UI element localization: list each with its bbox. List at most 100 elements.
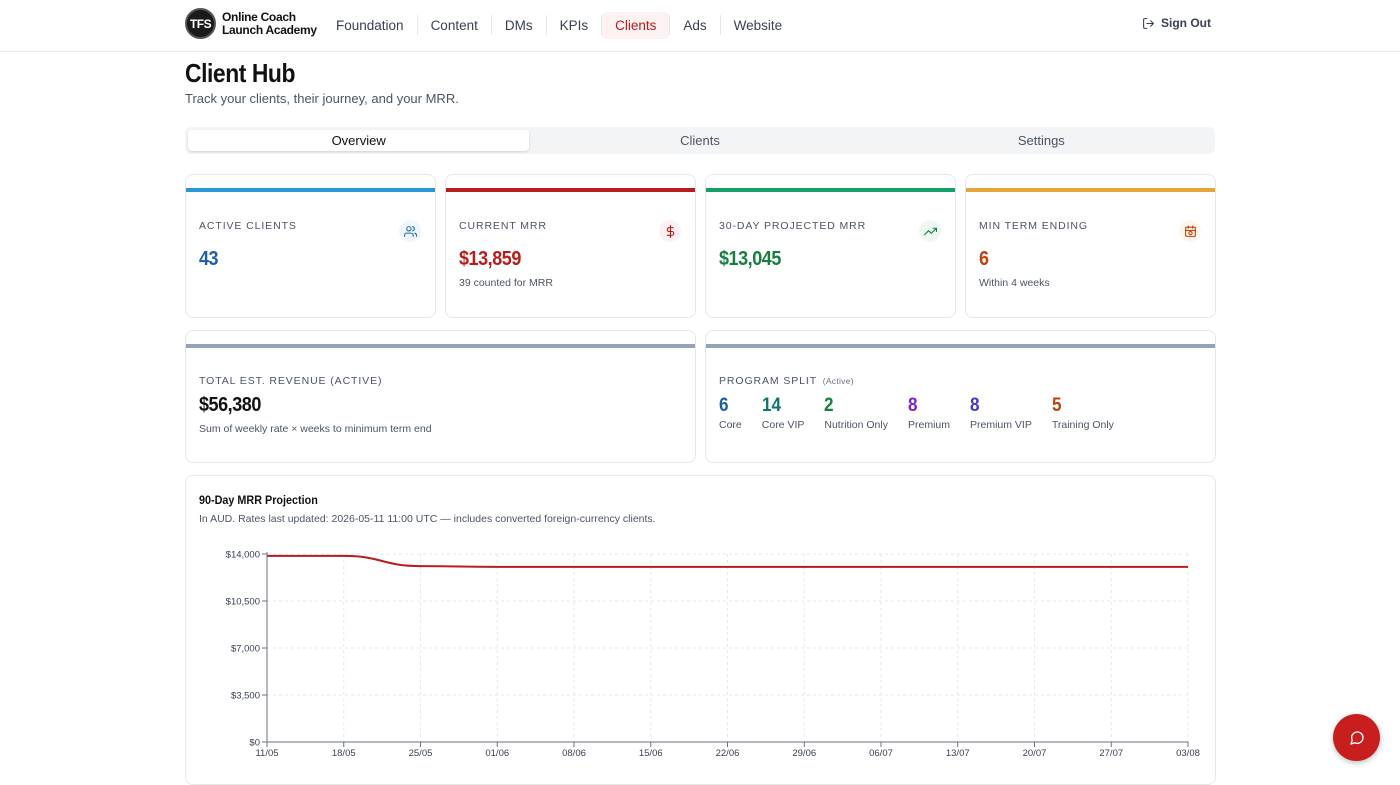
x-tick-label: 18/05	[332, 748, 356, 759]
page-title: Client Hub	[185, 58, 295, 88]
nav-website[interactable]: Website	[733, 17, 783, 33]
projected-mrr-card: 30-DAY PROJECTED MRR $13,045	[705, 174, 956, 318]
program-name: Core VIP	[761, 419, 805, 431]
y-tick-label: $3,500	[231, 691, 260, 702]
min-term-card: MIN TERM ENDING 6 Within 4 weeks	[965, 174, 1216, 318]
nav-content[interactable]: Content	[430, 17, 478, 33]
tab-settings[interactable]: Settings	[1017, 133, 1065, 148]
sign-out-label: Sign Out	[1161, 16, 1211, 30]
nav-ads[interactable]: Ads	[683, 17, 707, 33]
x-tick-label: 08/06	[562, 748, 586, 759]
program-split-list: 6 Core 14 Core VIP 2 Nutrition Only 8 Premium 8 P…	[719, 395, 1134, 431]
total-revenue-value: $56,380	[199, 394, 261, 416]
program-split-tag: (Active)	[822, 376, 854, 386]
top-navbar: TFS Online Coach Launch Academy Foundati…	[0, 0, 1400, 52]
tab-overview[interactable]: Overview	[188, 130, 530, 151]
y-tick-label: $7,000	[231, 644, 260, 655]
x-tick-label: 29/06	[792, 748, 816, 759]
current-mrr-value: $13,859	[459, 248, 521, 270]
mrr-series-line	[266, 554, 1188, 568]
program-count: 8	[907, 395, 918, 416]
card-accent-bar	[706, 344, 1215, 348]
brand-line-1: Online Coach	[222, 9, 296, 24]
active-clients-value: 43	[199, 248, 219, 270]
x-tick-label: 01/06	[485, 748, 509, 759]
chat-icon	[1349, 730, 1364, 745]
program-name: Nutrition Only	[824, 419, 888, 431]
x-tick-label: 22/06	[716, 748, 740, 759]
nav-dms[interactable]: DMs	[504, 17, 533, 33]
card-label: CURRENT MRR	[459, 220, 547, 232]
card-label: 30-DAY PROJECTED MRR	[719, 220, 867, 232]
y-tick-label: $14,000	[226, 550, 260, 561]
x-tick-label: 11/05	[255, 748, 278, 759]
tab-bar: Overview Clients Settings	[185, 127, 1215, 154]
program-count: 8	[970, 395, 980, 416]
nav-foundation[interactable]: Foundation	[336, 17, 404, 33]
min-term-note: Within 4 weeks	[979, 277, 1050, 289]
x-tick-label: 20/07	[1023, 748, 1047, 759]
total-revenue-note: Sum of weekly rate × weeks to minimum te…	[199, 423, 432, 435]
card-accent-bar	[186, 188, 435, 192]
page-subtitle: Track your clients, their journey, and y…	[185, 91, 459, 106]
current-mrr-note: 39 counted for MRR	[459, 277, 553, 289]
nav-divider	[669, 15, 671, 35]
trending-up-icon	[919, 220, 941, 242]
card-label: MIN TERM ENDING	[979, 220, 1088, 232]
nav-divider	[545, 15, 547, 35]
program-split-item: 14 Core VIP	[762, 395, 805, 431]
program-split-heading: PROGRAM SPLIT (Active)	[719, 375, 854, 387]
card-accent-bar	[706, 188, 955, 192]
current-mrr-card: CURRENT MRR $13,859 39 counted for MRR	[445, 174, 696, 318]
brand-line-2: Launch Academy	[222, 22, 317, 37]
program-name: Premium	[907, 419, 950, 431]
nav-divider	[601, 15, 603, 35]
dollar-icon	[659, 220, 681, 242]
x-tick-label: 27/07	[1099, 748, 1123, 759]
x-tick-label: 06/07	[869, 748, 893, 759]
program-split-item: 8 Premium	[908, 395, 950, 431]
program-name: Premium VIP	[970, 419, 1032, 431]
brand-logo[interactable]: TFS Online Coach Launch Academy	[185, 8, 317, 39]
mrr-line-chart: $14,000 $10,500 $7,000 $3,500 $011/05 18/05 25…	[226, 550, 1200, 760]
projected-mrr-value: $13,045	[719, 248, 781, 270]
program-split-card: PROGRAM SPLIT (Active) 6 Core 14 Core VIP 2 N…	[705, 330, 1216, 463]
x-tick-label: 13/07	[946, 748, 970, 759]
calendar-clock-icon	[1179, 220, 1201, 242]
program-count: 6	[719, 395, 729, 416]
card-accent-bar	[186, 344, 695, 348]
x-tick-label: 25/05	[409, 748, 433, 759]
y-tick-label: $0	[249, 738, 260, 749]
card-label: TOTAL EST. REVENUE (ACTIVE)	[199, 375, 383, 387]
chart-subtitle: In AUD. Rates last updated: 2026-05-11 1…	[199, 513, 656, 525]
nav-kpis[interactable]: KPIs	[559, 17, 589, 33]
program-count: 14	[761, 395, 781, 416]
nav-divider	[490, 15, 492, 35]
card-label: ACTIVE CLIENTS	[199, 220, 297, 232]
program-count: 5	[1051, 395, 1062, 416]
program-name: Training Only	[1051, 419, 1114, 431]
program-count: 2	[824, 395, 834, 416]
users-icon	[399, 220, 421, 242]
program-name: Core	[719, 419, 742, 431]
nav-divider	[719, 15, 721, 35]
main-nav: Foundation Content DMs KPIs Clients Ads …	[323, 10, 795, 40]
chart-title: 90-Day MRR Projection	[199, 493, 318, 507]
active-clients-card: ACTIVE CLIENTS 43	[185, 174, 436, 318]
program-split-item: 6 Core	[719, 395, 742, 431]
program-split-item: 8 Premium VIP	[970, 395, 1032, 431]
tab-clients[interactable]: Clients	[680, 133, 720, 148]
total-revenue-card: TOTAL EST. REVENUE (ACTIVE) $56,380 Sum …	[185, 330, 696, 463]
y-tick-label: $10,500	[226, 597, 260, 608]
chat-button[interactable]	[1333, 714, 1380, 761]
min-term-value: 6	[979, 248, 989, 270]
sign-out-icon	[1143, 17, 1154, 29]
nav-clients[interactable]: Clients	[602, 11, 670, 39]
nav-divider	[416, 15, 418, 35]
program-split-item: 5 Training Only	[1052, 395, 1114, 431]
x-tick-label: 03/08	[1176, 748, 1200, 759]
x-tick-label: 15/06	[639, 748, 663, 759]
card-accent-bar	[446, 188, 695, 192]
mrr-projection-card: 90-Day MRR Projection In AUD. Rates last…	[185, 475, 1216, 785]
sign-out-button[interactable]: Sign Out	[1142, 16, 1211, 30]
